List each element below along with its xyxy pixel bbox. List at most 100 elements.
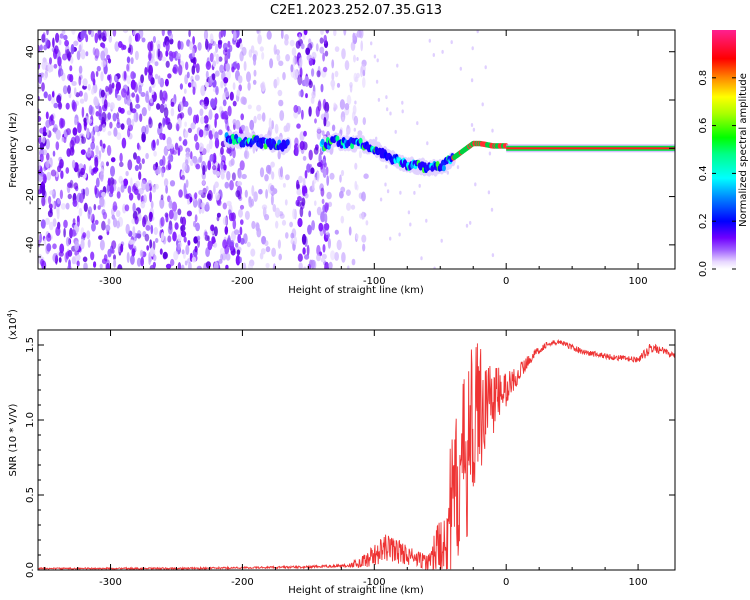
noise-speckle [160, 216, 165, 227]
noise-speckle [343, 30, 347, 36]
noise-speckle [49, 57, 52, 65]
noise-speckle [131, 92, 136, 98]
sparse-speckle [471, 46, 474, 51]
noise-speckle [130, 177, 133, 188]
noise-speckle [215, 192, 220, 201]
noise-speckle [110, 157, 116, 163]
noise-speckle [213, 226, 218, 237]
noise-speckle [232, 82, 236, 90]
noise-speckle [154, 61, 159, 67]
noise-speckle [313, 177, 317, 184]
noise-speckle [350, 204, 356, 210]
noise-speckle [250, 248, 256, 257]
noise-speckle [348, 226, 352, 236]
noise-speckle [232, 218, 237, 230]
sparse-speckle [472, 127, 476, 132]
noise-speckle [209, 33, 214, 45]
noise-speckle [270, 194, 274, 206]
noise-speckle [40, 219, 46, 229]
noise-speckle [43, 91, 48, 99]
noise-speckle [298, 33, 302, 41]
noise-speckle [119, 152, 123, 163]
sparse-speckle [456, 165, 460, 170]
noise-speckle [193, 133, 198, 142]
noise-speckle [362, 77, 366, 88]
noise-speckle [69, 147, 75, 156]
noise-speckle [265, 189, 268, 199]
noise-speckle [135, 32, 141, 42]
noise-speckle [129, 101, 133, 113]
noise-speckle [351, 258, 356, 266]
noise-speckle [91, 88, 95, 95]
noise-speckle [143, 194, 147, 204]
noise-speckle [349, 84, 353, 93]
noise-speckle [316, 244, 321, 256]
noise-speckle [152, 254, 157, 261]
sparse-speckle [399, 190, 402, 195]
noise-speckle [101, 60, 107, 68]
noise-speckle [229, 44, 233, 53]
noise-speckle [189, 41, 194, 51]
noise-speckle [137, 193, 141, 201]
trace-core [441, 164, 446, 172]
colorbar-tick-label: 0.6 [698, 118, 709, 134]
noise-speckle [201, 101, 204, 108]
noise-speckle [116, 132, 122, 141]
noise-speckle [127, 159, 133, 171]
noise-speckle [52, 150, 56, 157]
noise-speckle [301, 197, 306, 207]
sparse-speckle [347, 265, 350, 269]
noise-speckle [172, 231, 177, 242]
noise-speckle [52, 218, 57, 227]
noise-speckle [139, 113, 143, 122]
noise-speckle [223, 110, 228, 120]
noise-speckle [59, 117, 64, 129]
noise-speckle [105, 262, 110, 269]
spectrogram-ytick-label: 20 [25, 94, 36, 107]
noise-speckle [324, 101, 330, 113]
noise-speckle [291, 47, 297, 57]
snr-xtick-label: -100 [363, 577, 386, 588]
noise-speckle [45, 160, 50, 169]
noise-speckle [141, 125, 147, 135]
noise-speckle [345, 189, 351, 196]
noise-speckle [99, 239, 105, 251]
trace-core [263, 143, 268, 150]
noise-speckle [148, 64, 154, 76]
noise-speckle [144, 66, 148, 76]
noise-speckle [95, 70, 99, 77]
noise-speckle [184, 121, 188, 127]
sparse-speckle [418, 183, 421, 188]
noise-speckle [50, 96, 56, 105]
noise-speckle [165, 213, 169, 223]
noise-speckle [94, 32, 99, 44]
trace-core [259, 142, 264, 149]
noise-speckle [116, 112, 119, 119]
noise-speckle [188, 30, 191, 38]
noise-speckle [292, 56, 296, 67]
sparse-speckle [394, 129, 397, 134]
noise-speckle [150, 247, 155, 257]
noise-speckle [363, 173, 369, 179]
noise-speckle [252, 79, 257, 85]
noise-speckle [289, 221, 293, 228]
noise-speckle [83, 92, 88, 102]
noise-speckle [39, 127, 45, 134]
colorbar-label: Normalized spectral amplitude [738, 73, 749, 227]
noise-speckle [178, 189, 183, 198]
noise-speckle [339, 99, 345, 110]
noise-speckle [311, 68, 315, 77]
noise-speckle [182, 162, 187, 171]
noise-speckle [183, 236, 187, 243]
noise-speckle [253, 69, 257, 77]
noise-speckle [185, 244, 190, 255]
noise-speckle [333, 30, 337, 37]
noise-speckle [125, 223, 130, 235]
noise-speckle [90, 251, 95, 261]
sparse-speckle [470, 123, 474, 127]
noise-speckle [118, 106, 122, 113]
noise-speckle [101, 111, 107, 123]
noise-speckle [277, 89, 283, 97]
noise-speckle [41, 60, 47, 70]
sparse-speckle [441, 49, 444, 54]
